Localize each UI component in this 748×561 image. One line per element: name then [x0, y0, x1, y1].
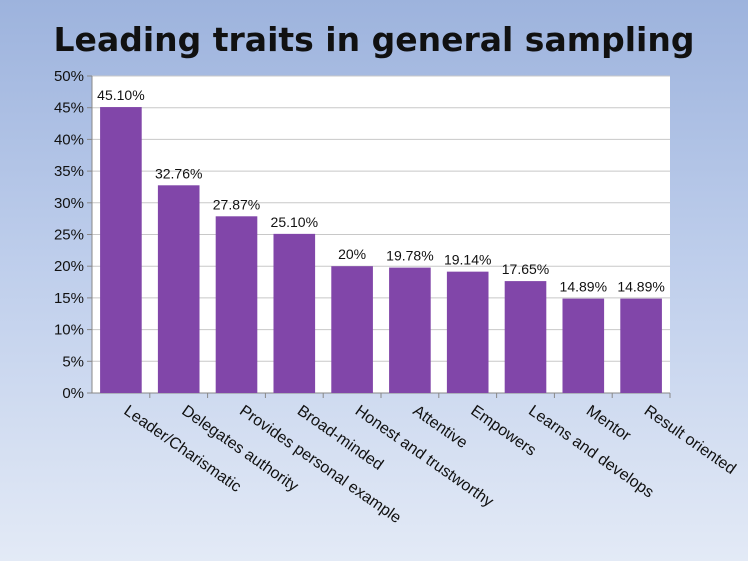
data-label: 25.10% — [271, 214, 318, 230]
data-label: 14.89% — [617, 279, 664, 295]
data-label: 19.78% — [386, 248, 433, 264]
bar — [100, 107, 142, 393]
bar — [331, 266, 373, 393]
category-label: Result oriented — [641, 402, 739, 478]
y-tick-label: 5% — [62, 353, 84, 370]
y-tick-label: 35% — [54, 163, 84, 180]
bar — [157, 185, 200, 393]
bar — [215, 216, 258, 393]
y-tick-label: 40% — [54, 131, 84, 148]
bar — [620, 298, 662, 393]
y-tick-label: 45% — [54, 100, 84, 117]
y-tick-label: 10% — [54, 322, 84, 339]
data-label: 14.89% — [560, 279, 607, 295]
bar — [389, 267, 431, 393]
y-tick-label: 30% — [54, 195, 84, 212]
data-label: 20% — [338, 246, 366, 262]
y-tick-label: 25% — [54, 227, 84, 244]
y-tick-label: 15% — [54, 290, 84, 307]
data-label: 19.14% — [444, 252, 491, 268]
data-label: 45.10% — [97, 87, 144, 103]
y-tick-label: 20% — [54, 258, 84, 275]
chart-title: Leading traits in general sampling — [53, 20, 695, 59]
bar — [273, 233, 316, 393]
data-label: 32.76% — [155, 165, 202, 181]
y-tick-label: 50% — [54, 68, 84, 85]
data-label: 17.65% — [502, 261, 549, 277]
y-tick-label: 0% — [62, 385, 84, 402]
bar — [504, 281, 547, 393]
bar — [446, 271, 489, 393]
data-label: 27.87% — [213, 196, 260, 212]
bar — [562, 298, 605, 393]
category-label: Mentor — [583, 402, 634, 445]
